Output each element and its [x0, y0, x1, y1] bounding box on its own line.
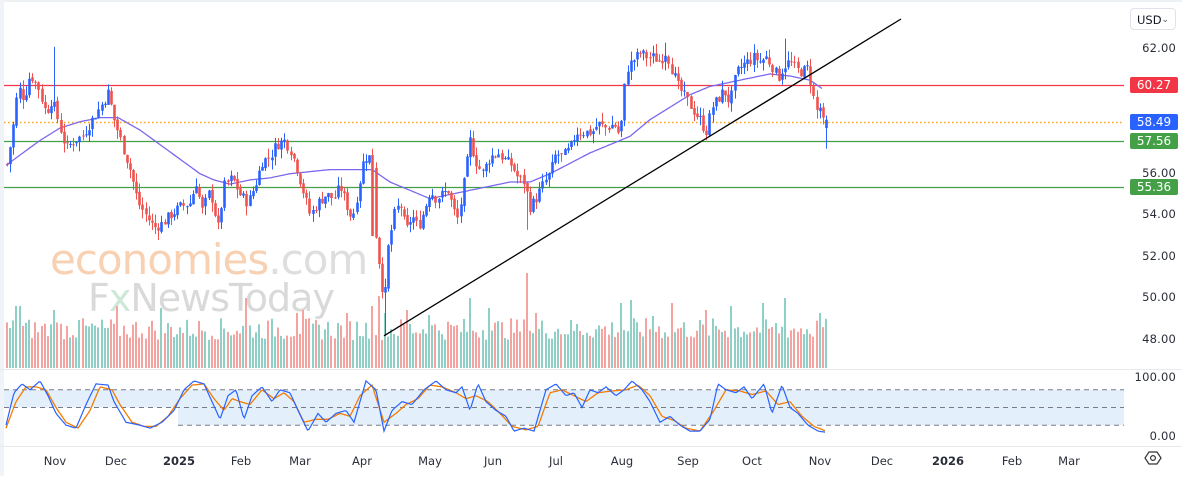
stochastic-lines: [5, 379, 826, 434]
time-label: Jun: [484, 454, 502, 468]
price-tick: 50.00: [1142, 290, 1176, 305]
watermark-text: economies: [50, 235, 269, 284]
time-label: 2026: [931, 454, 965, 468]
candlesticks: [6, 38, 828, 336]
moving-average-line: [5, 73, 823, 200]
oscillator-tick: 0.00: [1149, 429, 1176, 443]
chevron-down-icon: ⌄: [1161, 15, 1169, 25]
time-axis[interactable]: Nov Dec 2025 Feb Mar Apr May Jun Jul Aug Sep Oct Nov…: [0, 446, 1182, 477]
time-label: Jul: [549, 454, 563, 468]
price-tick: 52.00: [1142, 248, 1176, 263]
stochastic-level-lines: [4, 389, 1124, 426]
pane-separator[interactable]: [0, 369, 1124, 370]
last-price-tag: 58.49: [1130, 113, 1178, 130]
time-label: Oct: [742, 454, 762, 468]
top-border: [0, 0, 1182, 2]
currency-selector[interactable]: USD ⌄: [1130, 8, 1176, 30]
currency-label: USD: [1137, 13, 1162, 27]
volume-bars: [6, 273, 827, 368]
trendline[interactable]: [383, 18, 902, 337]
settings-icon[interactable]: [1144, 449, 1162, 467]
time-label: Dec: [104, 454, 128, 468]
time-label: Aug: [610, 454, 634, 468]
time-label: 2025: [162, 454, 196, 468]
time-label: Nov: [808, 454, 832, 468]
watermark-text: F: [88, 276, 110, 320]
resistance-tag: 60.27: [1130, 76, 1178, 93]
support-2-tag: 55.36: [1130, 179, 1178, 196]
horizontal-levels[interactable]: [4, 84, 1124, 189]
watermark-tld: .com: [268, 235, 368, 284]
time-label: Feb: [230, 454, 252, 468]
price-tick: 56.00: [1142, 165, 1176, 180]
price-tick: 54.00: [1142, 207, 1176, 222]
price-axis[interactable]: 62.00 56.00 54.00 52.00 50.00 48.00 60.27 58.49…: [1124, 0, 1182, 446]
watermark-economies: economies.com: [50, 235, 368, 284]
time-label: Sep: [677, 454, 699, 468]
support-1-tag: 57.56: [1130, 133, 1178, 150]
watermark-text: NewsToday: [130, 276, 335, 320]
time-label: May: [418, 454, 442, 468]
price-tick: 62.00: [1142, 41, 1176, 55]
chart-canvas[interactable]: [0, 0, 1124, 446]
time-label: Feb: [1001, 454, 1023, 468]
time-label: Dec: [870, 454, 894, 468]
left-border: [0, 0, 4, 476]
watermark-fxnewstoday: FxNewsToday: [88, 276, 335, 320]
time-label: Mar: [1058, 454, 1080, 468]
time-label: Mar: [289, 454, 311, 468]
axis-separator: [1124, 369, 1182, 370]
time-label: Apr: [352, 454, 372, 468]
oscillator-tick: 100.00: [1134, 370, 1176, 384]
time-label: Nov: [43, 454, 67, 468]
watermark-x: x: [108, 276, 131, 320]
price-tick: 48.00: [1142, 332, 1176, 346]
stochastic-band: [4, 389, 1124, 426]
